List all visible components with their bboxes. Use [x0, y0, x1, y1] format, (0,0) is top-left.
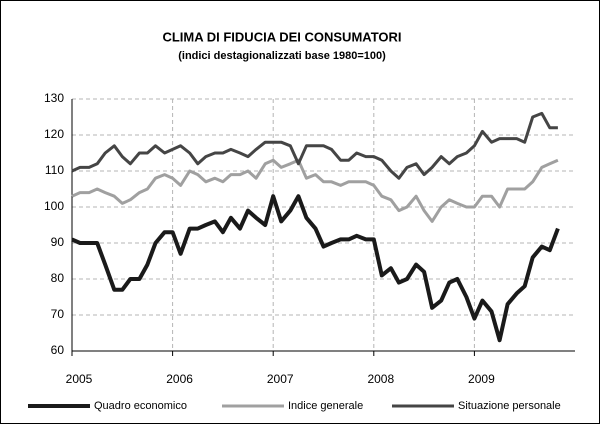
legend-label: Indice generale	[288, 400, 363, 412]
y-tick-label: 70	[51, 307, 65, 321]
y-tick-label: 110	[45, 163, 64, 177]
y-tick-label: 80	[51, 271, 65, 285]
x-tick-label: 2006	[166, 372, 193, 386]
series-line	[71, 158, 559, 223]
x-tick-label: 2008	[367, 372, 394, 386]
x-tick-label: 2009	[468, 372, 495, 386]
legend-label: Quadro economico	[94, 400, 187, 412]
series-line	[71, 194, 560, 343]
series-line	[71, 111, 558, 180]
chart-subtitle: (indici destagionalizzati base 1980=100)	[178, 50, 386, 62]
y-tick-label: 120	[44, 127, 64, 141]
y-tick-label: 100	[44, 199, 64, 213]
y-tick-label: 60	[51, 343, 65, 357]
y-tick-label: 130	[44, 91, 64, 105]
legend-label: Situazione personale	[458, 400, 561, 412]
chart-title: CLIMA DI FIDUCIA DEI CONSUMATORI	[162, 29, 401, 44]
x-tick-label: 2005	[66, 372, 93, 386]
x-tick-label: 2007	[267, 372, 294, 386]
y-tick-label: 90	[51, 235, 65, 249]
